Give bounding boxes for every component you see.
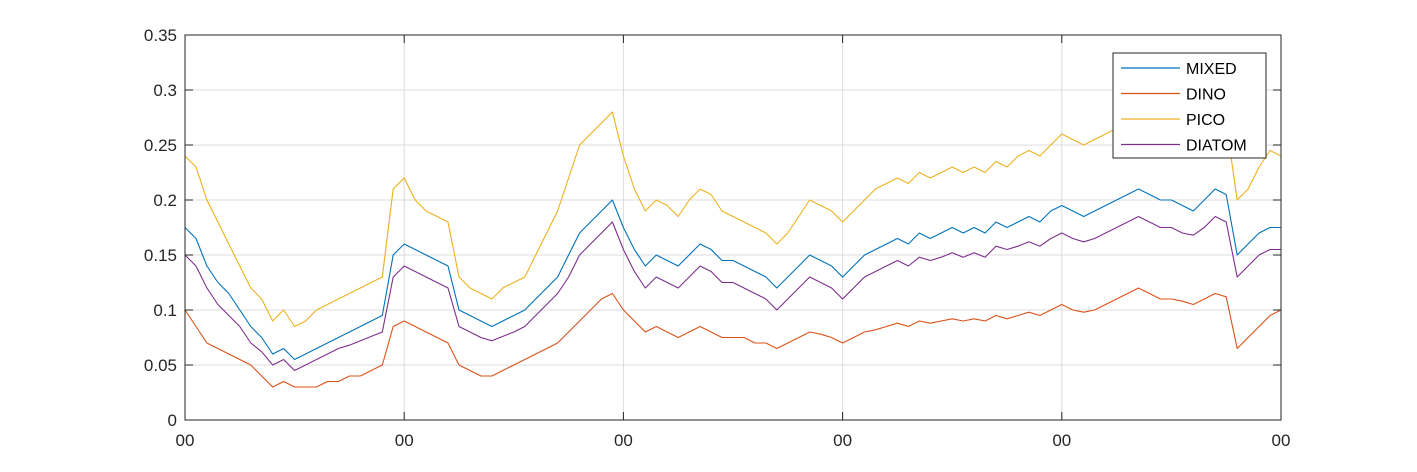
y-tick-label: 0.15: [144, 246, 177, 265]
plot-area: [185, 35, 1281, 420]
axes-box: [184, 34, 1282, 421]
x-tick-label: 00: [395, 431, 414, 450]
y-tick-label: 0: [168, 411, 177, 430]
y-tick-label: 0.35: [144, 26, 177, 45]
legend-box: [1112, 52, 1267, 159]
legend-label-diatom: DIATOM: [1186, 138, 1247, 155]
series-line-pico: [184, 111, 1282, 328]
x-tick-label: 00: [614, 431, 633, 450]
x-axis-ticks: 00 00 00 00 00 00: [176, 35, 1291, 450]
x-tick-label: 00: [833, 431, 852, 450]
series-line-dino: [184, 287, 1282, 388]
series-line-mixed: [184, 188, 1281, 361]
x-tick-label: 00: [176, 431, 195, 450]
y-tick-label: 0.05: [144, 356, 177, 375]
y-tick-label: 0.1: [153, 301, 177, 320]
legend-label-mixed: MIXED: [1186, 61, 1237, 78]
x-tick-label: 00: [1052, 431, 1071, 450]
legend-label-dino: DINO: [1186, 87, 1226, 104]
series-line-diatom: [184, 215, 1281, 372]
y-tick-label: 0.3: [153, 81, 177, 100]
legend-label-pico: PICO: [1186, 112, 1225, 129]
y-tick-label: 0.25: [144, 136, 177, 155]
series-lines: [184, 111, 1282, 388]
y-axis-ticks: 0 0.05 0.1 0.15 0.2 0.25 0.3 0.35: [144, 26, 1281, 430]
x-tick-label: 00: [1272, 431, 1291, 450]
legend: MIXED DINO PICO DIATOM: [1112, 52, 1267, 159]
y-tick-label: 0.2: [153, 191, 177, 210]
